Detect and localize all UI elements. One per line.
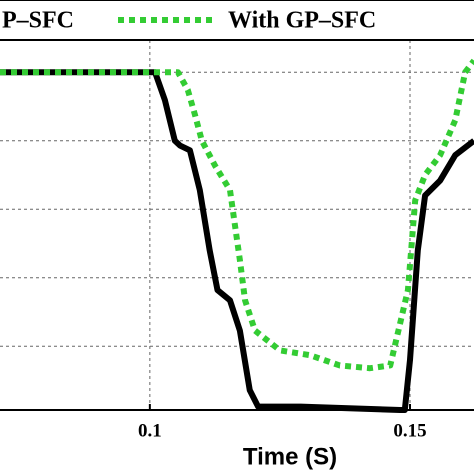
series-line: [0, 58, 474, 372]
legend-box: [0, 0, 474, 41]
legend-label: With GP–SFC: [228, 8, 376, 34]
x-axis-label: Time (S): [243, 443, 337, 470]
series-line: [0, 69, 474, 413]
legend-label: P–SFC: [2, 8, 74, 34]
x-tick-label: 0.1: [138, 420, 162, 441]
x-tick-label: 0.15: [393, 420, 426, 441]
